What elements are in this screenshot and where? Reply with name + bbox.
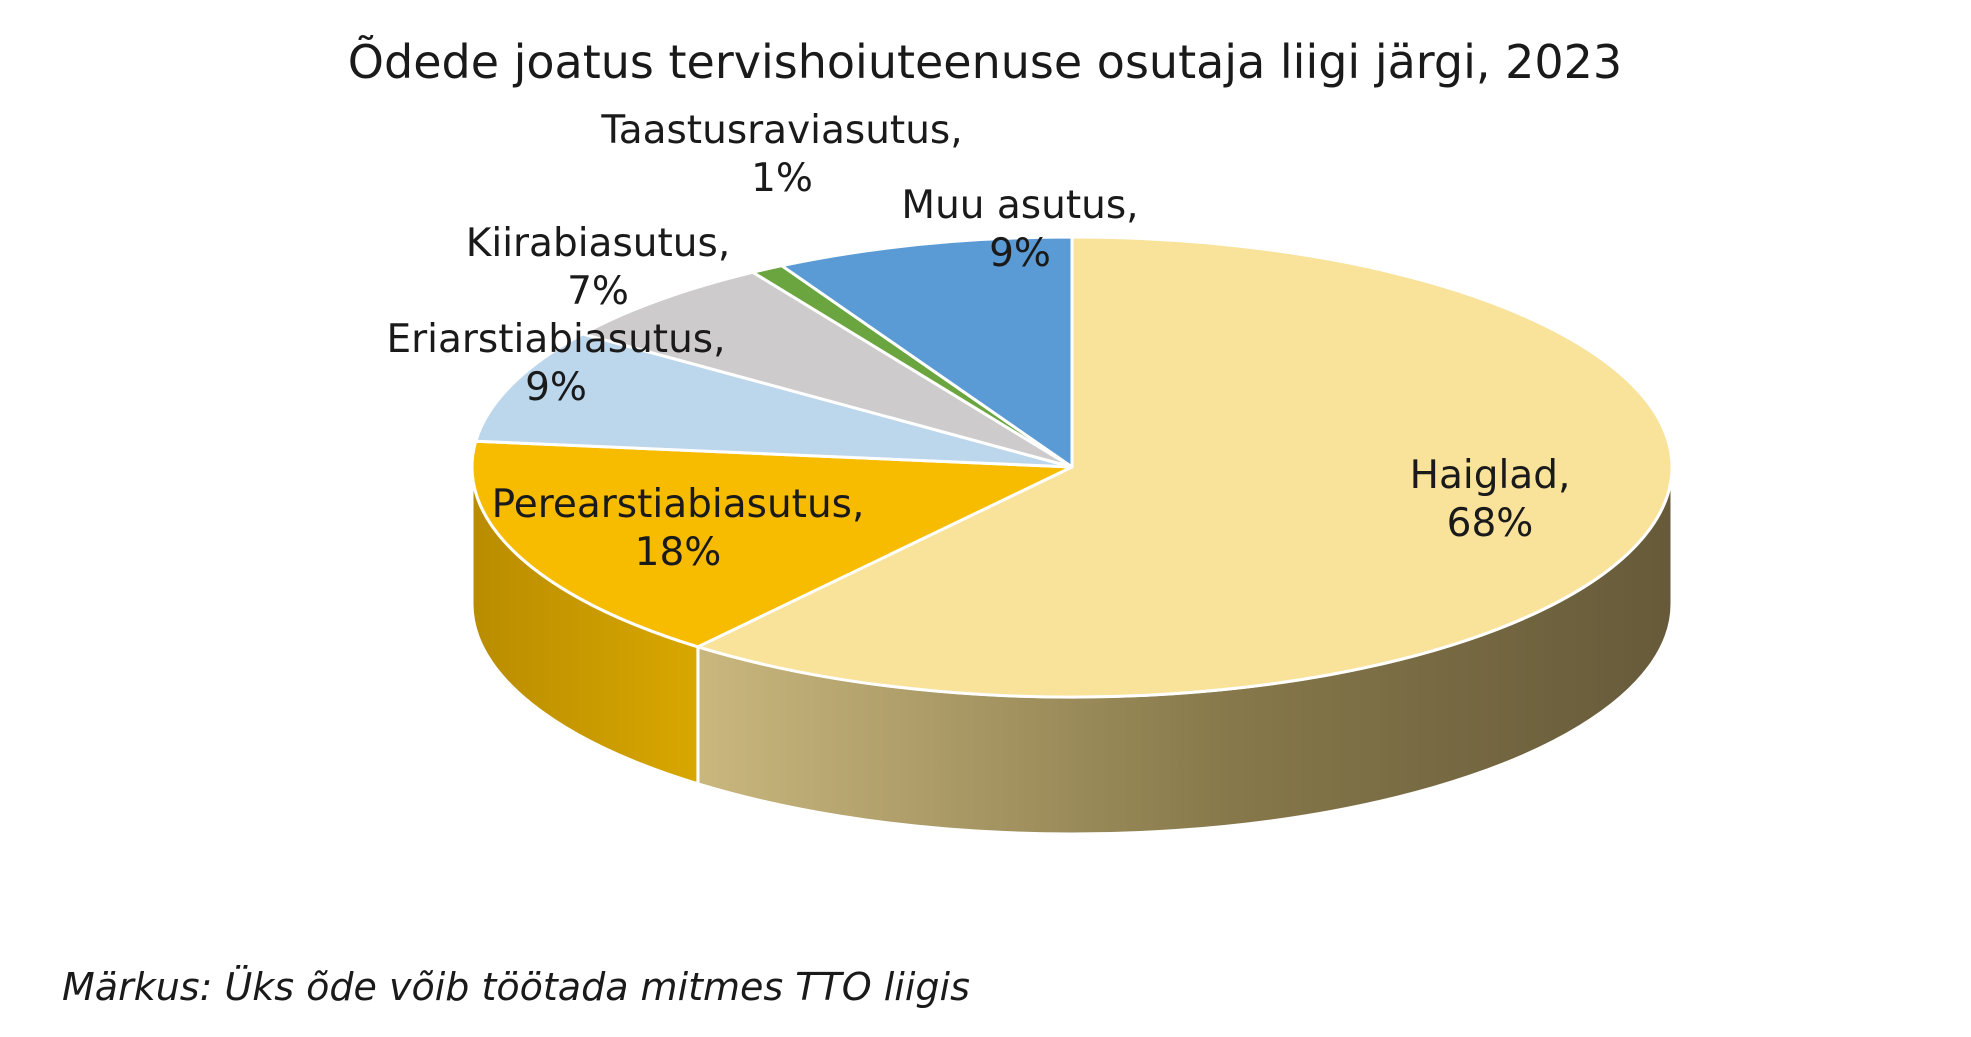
- slice-label-eriarstiabiasutus: Eriarstiabiasutus, 9%: [386, 317, 725, 410]
- slice-label-category: Muu asutus,: [901, 183, 1138, 228]
- slice-label-category: Perearstiabiasutus,: [492, 482, 865, 527]
- chart-title: Õdede joatus tervishoiuteenuse osutaja l…: [348, 35, 1622, 89]
- slice-label-kiirabiasutus: Kiirabiasutus, 7%: [466, 221, 730, 314]
- pie-slice-eriarstiabiasutus: [474, 332, 1074, 469]
- footnote: Märkus: Üks õde võib töötada mitmes TTO …: [62, 965, 970, 1009]
- slice-label-value: 68%: [1447, 501, 1534, 546]
- slice-label-category: Taastusraviasutus,: [600, 108, 962, 153]
- slice-label-category: Haiglad,: [1410, 453, 1571, 498]
- pie-slice-perearstiabiasutus: [470, 439, 1074, 649]
- pie-slice-kiirabiasutus: [581, 270, 1074, 469]
- slice-label-value: 18%: [635, 530, 722, 575]
- slice-label-category: Eriarstiabiasutus,: [386, 317, 725, 362]
- slice-label-category: Kiirabiasutus,: [466, 221, 730, 266]
- pie-labels: Haiglad, 68% Perearstiabiasutus, 18% Eriarst…: [386, 108, 1570, 575]
- slice-label-value: 9%: [525, 365, 587, 410]
- pie-slice-haiglad: [696, 235, 1674, 699]
- slice-label-haiglad: Haiglad, 68%: [1410, 453, 1571, 546]
- pie-slice-muu-asutus: [780, 235, 1074, 469]
- slice-label-taastusraviasutus: Taastusraviasutus, 1%: [600, 108, 962, 201]
- pie-top: [470, 235, 1674, 699]
- slice-label-value: 1%: [751, 156, 813, 201]
- slice-label-value: 9%: [989, 231, 1051, 276]
- slice-label-perearstiabiasutus: Perearstiabiasutus, 18%: [492, 482, 865, 575]
- slice-label-muu-asutus: Muu asutus, 9%: [901, 183, 1138, 276]
- slice-label-value: 7%: [567, 269, 629, 314]
